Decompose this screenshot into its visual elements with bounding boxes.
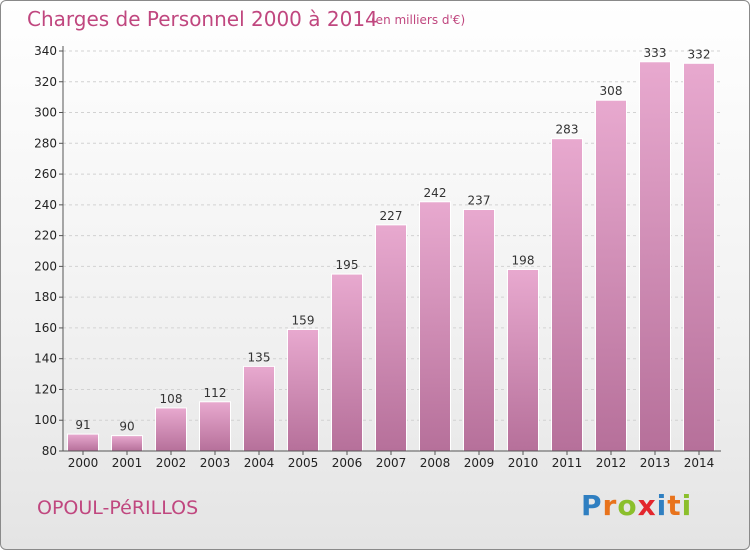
y-tick-label: 260 bbox=[34, 167, 57, 181]
x-tick-label: 2005 bbox=[288, 456, 319, 470]
bars bbox=[67, 61, 715, 452]
commune-name: OPOUL-PéRILLOS bbox=[37, 497, 199, 519]
logo-letter: t bbox=[667, 489, 682, 522]
x-tick-label: 2002 bbox=[156, 456, 187, 470]
logo-letter: o bbox=[617, 489, 638, 522]
x-tick-label: 2003 bbox=[200, 456, 231, 470]
y-tick-label: 200 bbox=[34, 259, 57, 273]
axes bbox=[62, 46, 721, 452]
x-tick-label: 2014 bbox=[684, 456, 715, 470]
proxiti-logo: Proxiti bbox=[581, 489, 692, 522]
y-tick-label: 120 bbox=[34, 382, 57, 396]
value-label: 195 bbox=[336, 258, 359, 272]
x-tick-label: 2009 bbox=[464, 456, 495, 470]
value-label: 242 bbox=[424, 186, 447, 200]
logo-letter: i bbox=[656, 489, 668, 522]
value-label: 227 bbox=[380, 209, 403, 223]
bar bbox=[419, 201, 451, 452]
y-tick-label: 80 bbox=[42, 444, 57, 458]
y-tick-labels: 80 100 120 140 160 180 200 220 240 260 280 300 320 34… bbox=[34, 44, 57, 458]
bar bbox=[507, 268, 539, 452]
y-tick-label: 100 bbox=[34, 413, 57, 427]
x-tick-label: 2011 bbox=[552, 456, 583, 470]
value-label: 332 bbox=[688, 47, 711, 61]
x-tick-label: 2012 bbox=[596, 456, 627, 470]
y-tick-label: 220 bbox=[34, 229, 57, 243]
chart-subtitle: (en milliers d'€) bbox=[371, 13, 466, 27]
y-tick-label: 300 bbox=[34, 106, 57, 120]
bar bbox=[287, 328, 319, 452]
value-label: 333 bbox=[644, 46, 667, 60]
bar bbox=[199, 401, 231, 452]
bar bbox=[683, 62, 715, 452]
y-tick-label: 280 bbox=[34, 136, 57, 150]
y-tick-label: 140 bbox=[34, 352, 57, 366]
y-tick-label: 180 bbox=[34, 290, 57, 304]
y-tick-label: 340 bbox=[34, 44, 57, 58]
x-tick-label: 2013 bbox=[640, 456, 671, 470]
x-tick-labels: 2000 2001 2002 2003 2004 2005 2006 2007 2008 2009… bbox=[68, 456, 715, 470]
logo-letter: i bbox=[681, 489, 693, 522]
bar bbox=[595, 99, 627, 452]
value-label: 91 bbox=[75, 418, 90, 432]
x-tick-label: 2010 bbox=[508, 456, 539, 470]
bar bbox=[111, 435, 143, 452]
bar bbox=[331, 273, 363, 452]
logo-letter: r bbox=[602, 489, 618, 522]
value-label: 112 bbox=[204, 386, 227, 400]
value-label: 90 bbox=[119, 420, 134, 434]
x-tick-label: 2004 bbox=[244, 456, 275, 470]
value-label: 108 bbox=[160, 392, 183, 406]
bar bbox=[243, 365, 275, 452]
x-tick-label: 2006 bbox=[332, 456, 363, 470]
y-tick-label: 160 bbox=[34, 321, 57, 335]
value-label: 237 bbox=[468, 193, 491, 207]
chart-title: Charges de Personnel 2000 à 2014 bbox=[27, 7, 378, 31]
value-label: 159 bbox=[292, 313, 315, 327]
bar bbox=[463, 208, 495, 452]
value-label: 308 bbox=[600, 84, 623, 98]
bar bbox=[551, 138, 583, 452]
logo-letter: P bbox=[581, 489, 603, 522]
x-tick-label: 2007 bbox=[376, 456, 407, 470]
x-tick-label: 2000 bbox=[68, 456, 99, 470]
x-tick-label: 2008 bbox=[420, 456, 451, 470]
bar bbox=[155, 407, 187, 452]
bar bbox=[67, 433, 99, 452]
value-label: 283 bbox=[556, 123, 579, 137]
value-label: 198 bbox=[512, 253, 535, 267]
value-label: 135 bbox=[248, 350, 271, 364]
y-tick-label: 240 bbox=[34, 198, 57, 212]
x-tick-label: 2001 bbox=[112, 456, 143, 470]
y-tick-label: 320 bbox=[34, 75, 57, 89]
bar bbox=[639, 61, 671, 452]
bar bbox=[375, 224, 407, 452]
logo-letter: x bbox=[637, 489, 657, 522]
value-labels: 91 90 108 112 135 159 195 227 242 237 198 283 308 333… bbox=[75, 46, 710, 434]
